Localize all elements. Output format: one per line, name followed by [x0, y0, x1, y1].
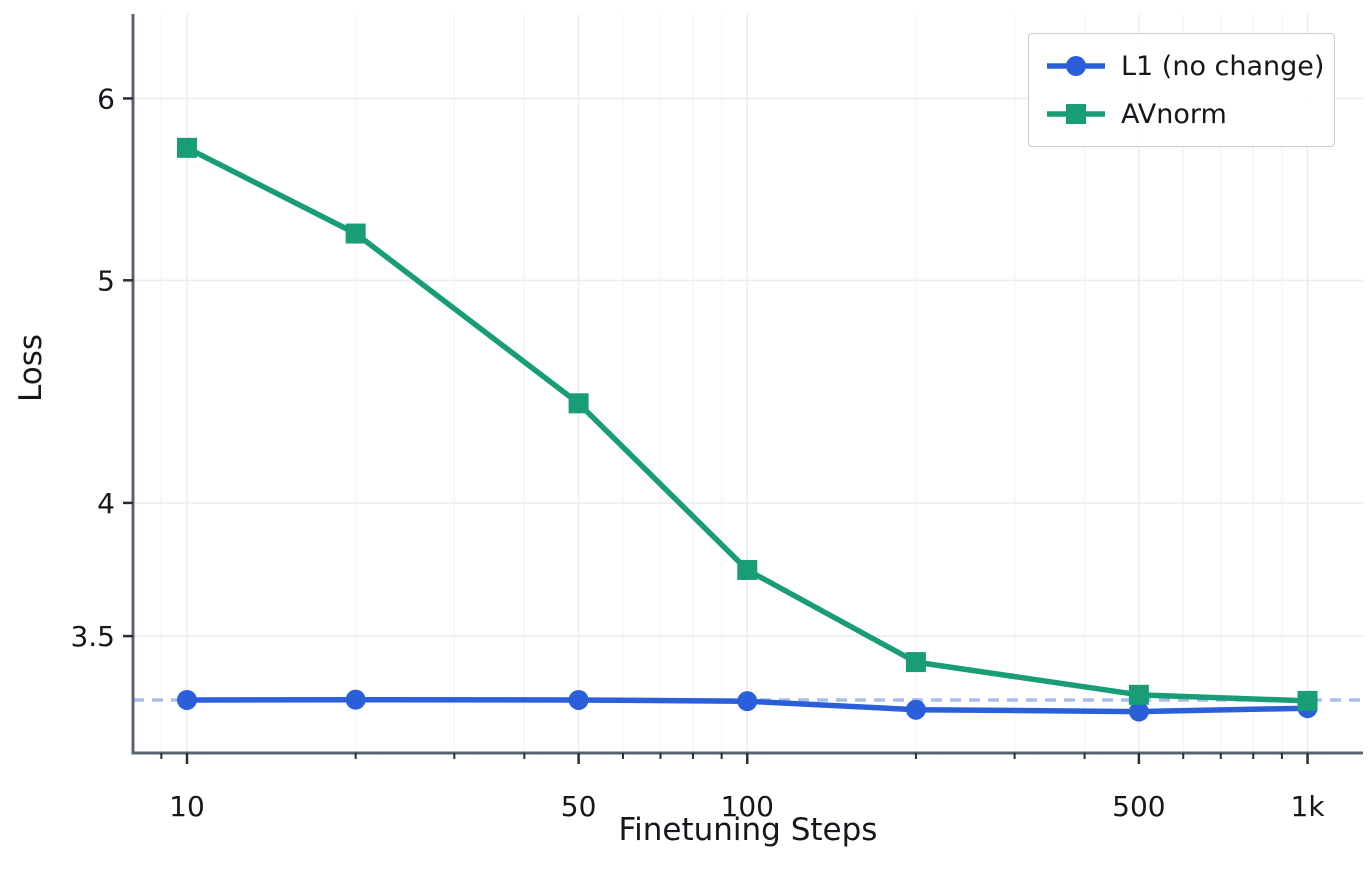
- data-point-square: [1128, 684, 1149, 705]
- legend-label-avnorm: AVnorm: [1121, 98, 1227, 130]
- legend: L1 (no change) AVnorm: [1028, 33, 1335, 147]
- line-circle-marker-icon: [1047, 56, 1105, 76]
- x-tick-label: 50: [561, 790, 597, 823]
- y-axis-label: Loss: [13, 334, 49, 402]
- x-tick-label: 1k: [1291, 790, 1326, 823]
- x-tick-label: 500: [1112, 790, 1165, 823]
- x-tick-label: 100: [721, 790, 774, 823]
- data-point-square: [905, 652, 926, 673]
- data-point-square: [345, 223, 366, 244]
- data-point-square: [1297, 690, 1318, 711]
- y-tick-label: 4: [97, 487, 115, 520]
- legend-item-avnorm: AVnorm: [1045, 92, 1318, 136]
- data-point-square: [568, 393, 589, 414]
- x-axis-label: Finetuning Steps: [618, 812, 878, 848]
- legend-label-l1: L1 (no change): [1121, 50, 1325, 82]
- data-point-square: [176, 137, 197, 158]
- y-tick-label: 3.5: [70, 620, 115, 653]
- data-point-circle: [345, 689, 366, 710]
- line-square-marker-icon: [1047, 104, 1105, 124]
- data-point-circle: [568, 689, 589, 710]
- y-tick-label: 5: [97, 264, 115, 297]
- data-point-circle: [1128, 701, 1149, 722]
- data-point-circle: [737, 691, 758, 712]
- data-point-circle: [176, 689, 197, 710]
- data-point-circle: [905, 699, 926, 720]
- data-point-square: [737, 559, 758, 580]
- legend-item-l1: L1 (no change): [1045, 44, 1324, 88]
- y-tick-label: 6: [97, 82, 115, 115]
- x-tick-label: 10: [169, 790, 205, 823]
